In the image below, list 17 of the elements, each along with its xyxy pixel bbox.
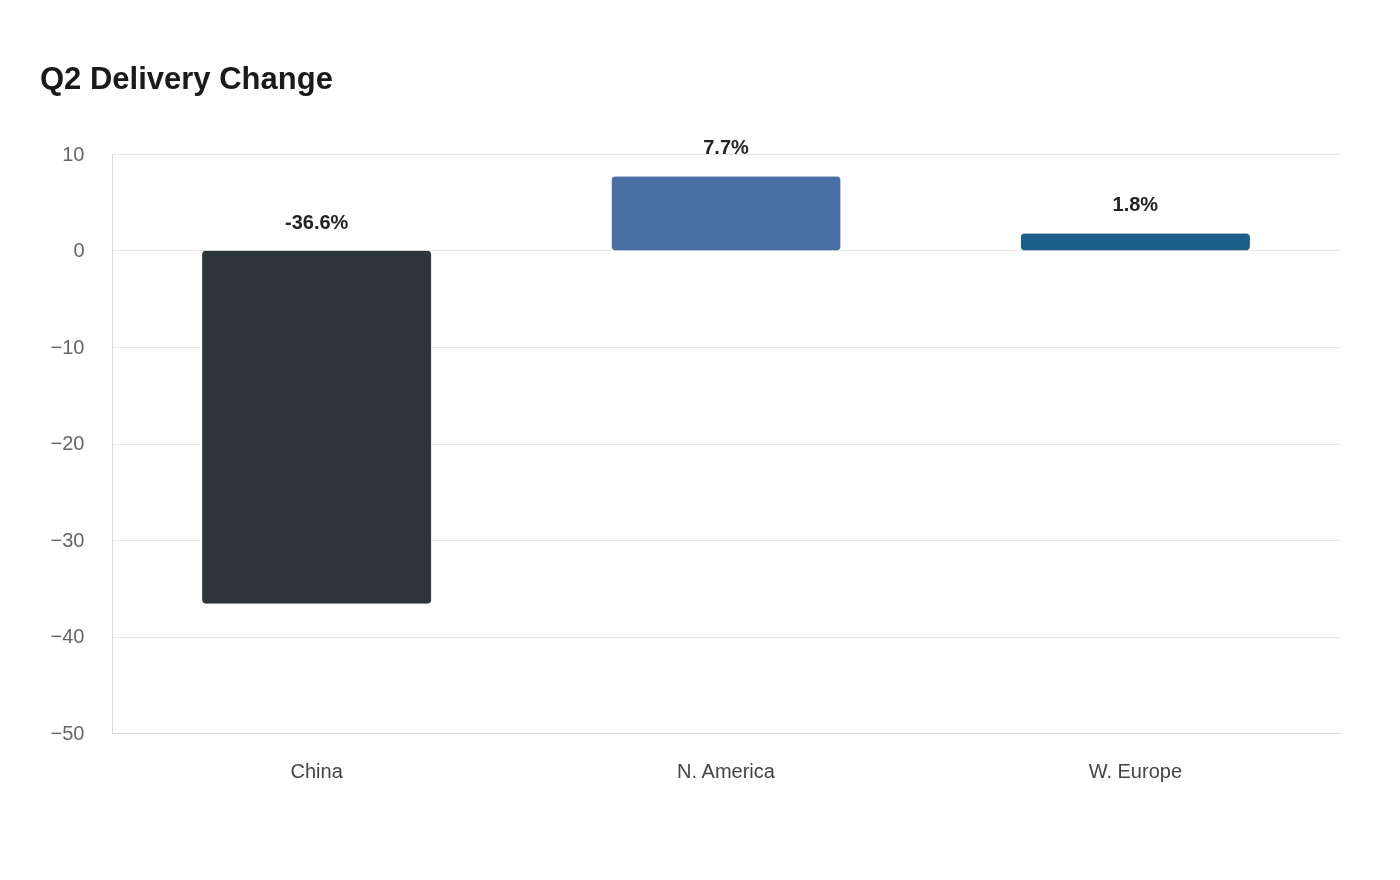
y-tick-label: −10 bbox=[50, 335, 85, 358]
bar bbox=[611, 176, 841, 251]
x-tick-label: China bbox=[290, 759, 344, 782]
bar bbox=[202, 250, 432, 604]
y-tick-label: −20 bbox=[50, 432, 85, 454]
y-tick-label: −50 bbox=[50, 721, 85, 744]
bar bbox=[1020, 233, 1250, 251]
chart-title: Q2 Delivery Change bbox=[40, 61, 333, 97]
y-tick-label: −40 bbox=[50, 625, 85, 647]
y-tick-label: 10 bbox=[62, 142, 85, 165]
x-tick-label: N. America bbox=[677, 759, 776, 782]
x-tick-label: W. Europe bbox=[1088, 759, 1183, 782]
data-label: -36.6% bbox=[284, 210, 349, 233]
data-label: 7.7% bbox=[703, 136, 750, 159]
data-label: 1.8% bbox=[1112, 193, 1159, 216]
y-tick-label: −30 bbox=[50, 528, 85, 551]
y-tick-label: 0 bbox=[73, 239, 85, 261]
